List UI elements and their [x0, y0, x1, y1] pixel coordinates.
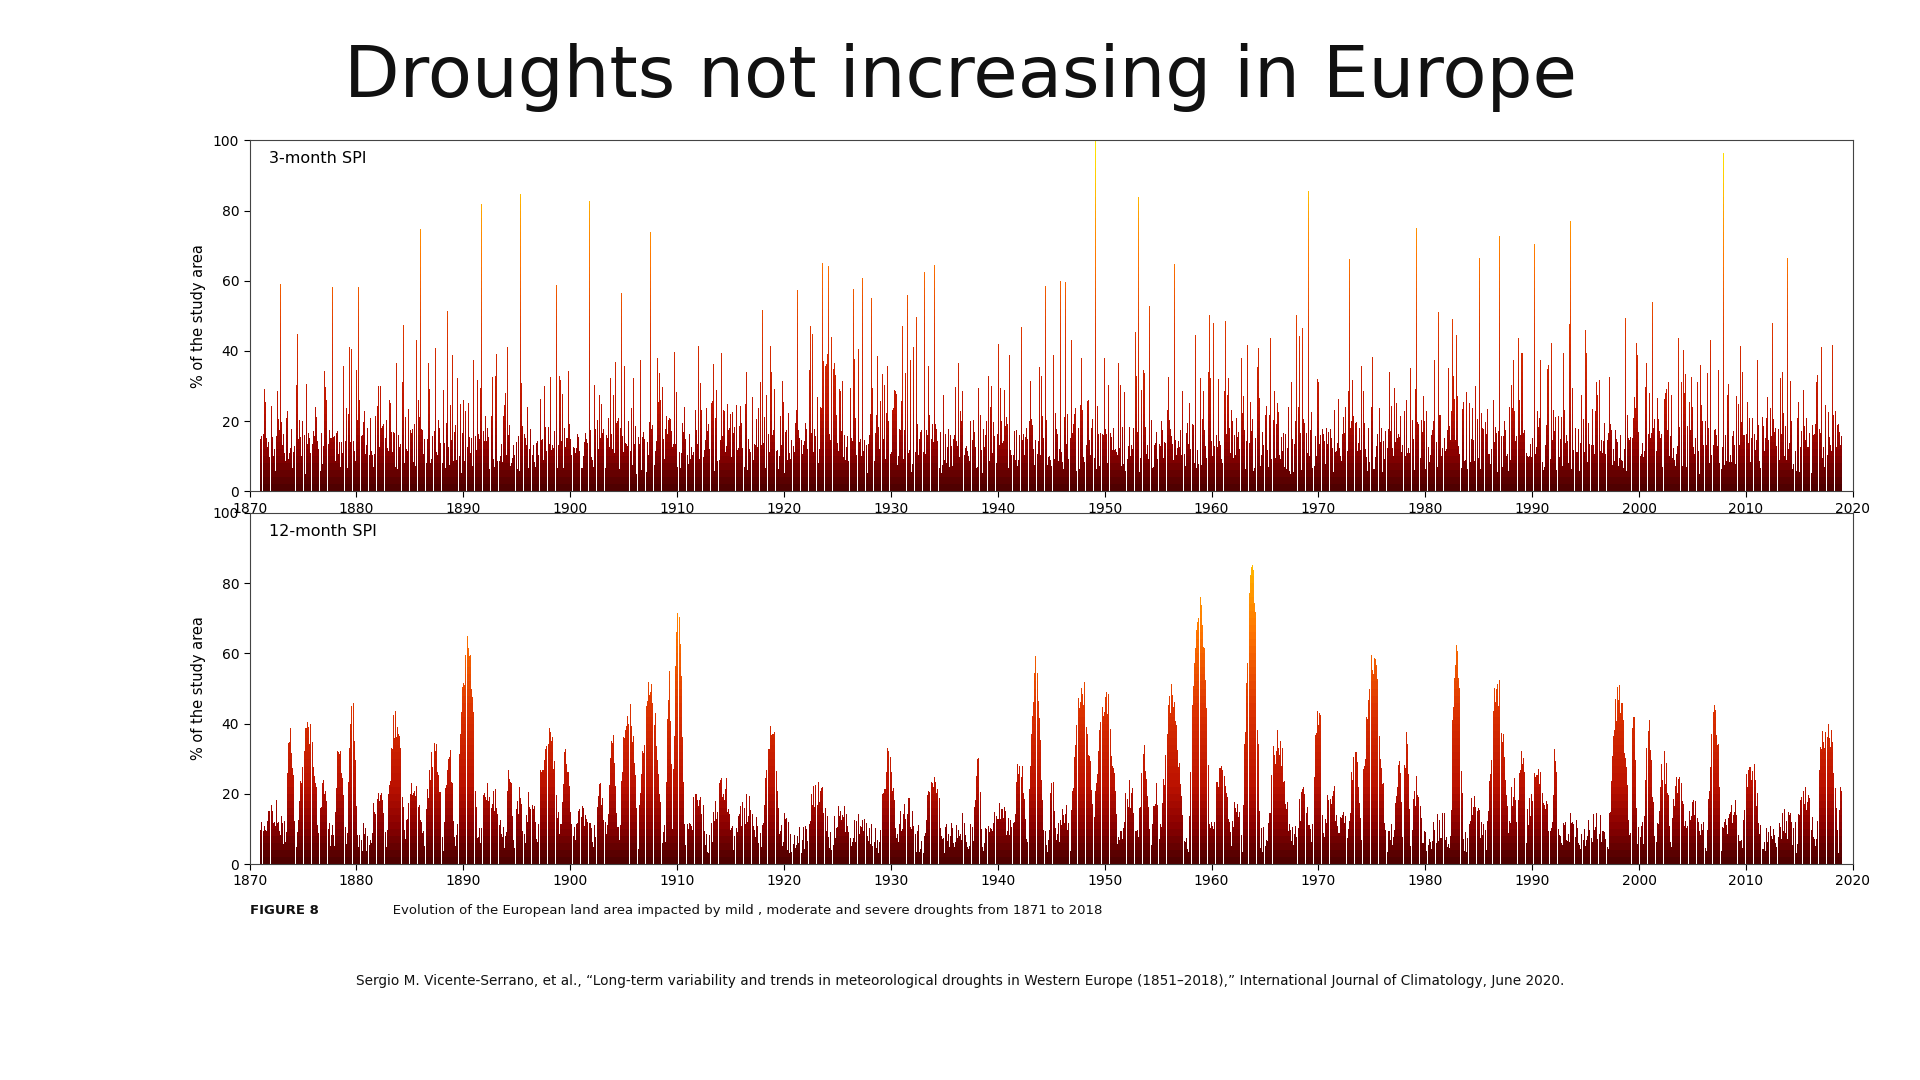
Text: 12-month SPI: 12-month SPI: [269, 524, 376, 539]
Text: Droughts not increasing in Europe: Droughts not increasing in Europe: [344, 43, 1576, 112]
Y-axis label: % of the study area: % of the study area: [190, 244, 205, 388]
Text: 3-month SPI: 3-month SPI: [269, 151, 367, 166]
Text: Evolution of the European land area impacted by mild , moderate and severe droug: Evolution of the European land area impa…: [380, 904, 1102, 917]
Y-axis label: % of the study area: % of the study area: [190, 617, 205, 760]
Text: Sergio M. Vicente-Serrano, et al., “Long-term variability and trends in meteorol: Sergio M. Vicente-Serrano, et al., “Long…: [355, 974, 1565, 988]
Text: FIGURE 8: FIGURE 8: [250, 904, 319, 917]
